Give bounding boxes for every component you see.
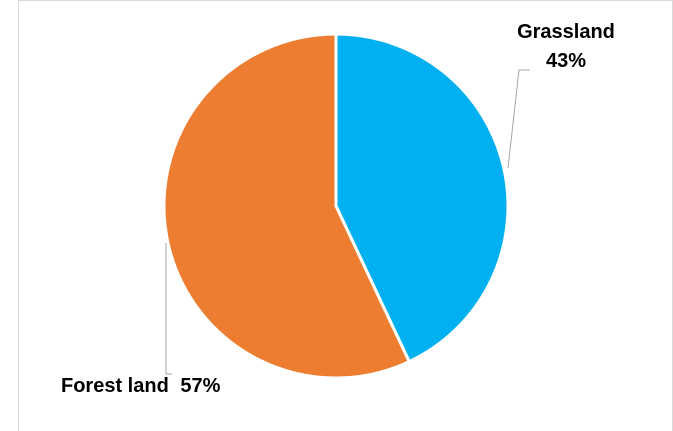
leader-line-grassland (508, 70, 530, 168)
leader-line-forest-land (166, 243, 172, 374)
data-label-forest-land-name: Forest land (61, 375, 169, 397)
data-label-forest-land-value: 57% (180, 375, 220, 397)
data-label-grassland-name: Grassland (517, 21, 615, 43)
data-label-forest-land: Forest land 57% (61, 375, 221, 397)
pie-slices (164, 34, 508, 378)
data-label-grassland-value: 43% (546, 50, 586, 72)
